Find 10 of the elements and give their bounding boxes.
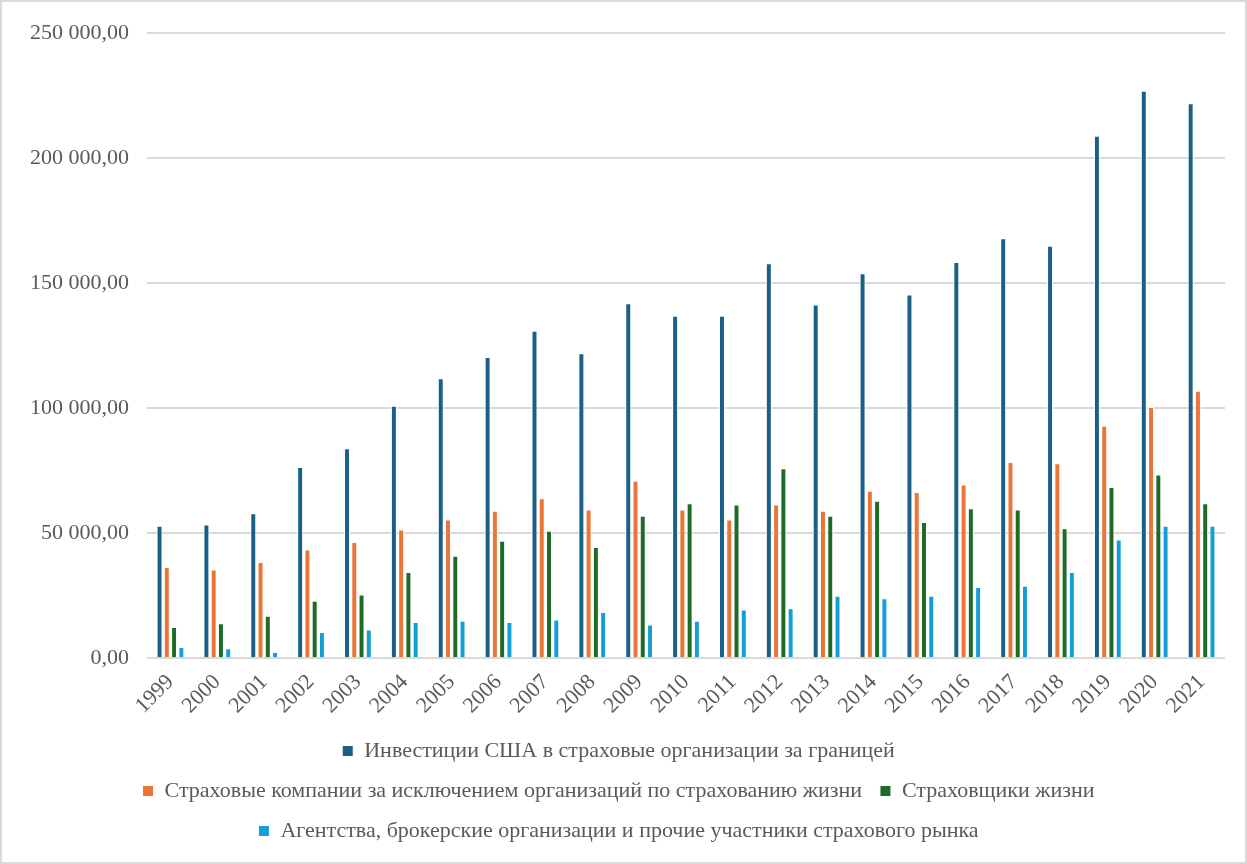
y-tick-label: 50 000,00 — [41, 519, 129, 544]
y-tick-label: 200 000,00 — [30, 143, 129, 169]
y-tick-label: 100 000,00 — [30, 393, 129, 419]
legend-label: Инвестиции США в страховые организации за границей — [364, 736, 896, 762]
legend-label: Страховщики жизни — [901, 776, 1095, 802]
legend-label: Страховые компании за исключением организаций по страхованию жизни — [164, 776, 863, 802]
y-tick-label: 150 000,00 — [30, 268, 129, 294]
y-tick-label: 0,00 — [90, 644, 129, 669]
legend-label: Агентства, брокерские организации и прочие участники страхового рынка — [280, 816, 979, 842]
y-tick-label: 250 000,00 — [30, 18, 129, 44]
